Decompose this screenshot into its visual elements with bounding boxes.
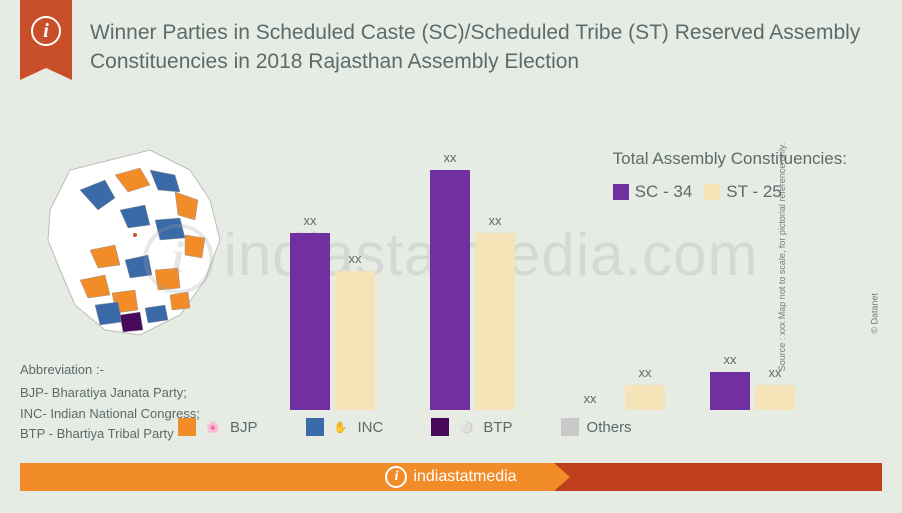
legend-btp: ⚪ BTP: [431, 418, 512, 436]
abbreviations-title: Abbreviation :-: [20, 360, 200, 381]
sc-bar-value: xx: [584, 391, 597, 406]
legend-label: Others: [587, 419, 632, 436]
inc-hand-icon: ✋: [332, 418, 350, 436]
sc-bar: xx: [290, 233, 330, 410]
legend-label: BTP: [483, 419, 512, 436]
footer-brand: i indiastatmedia: [385, 466, 516, 488]
chart-title: Winner Parties in Scheduled Caste (SC)/S…: [90, 18, 872, 77]
st-bar: xx: [625, 385, 665, 410]
sc-color-swatch: [613, 184, 629, 200]
btp-icon: ⚪: [457, 418, 475, 436]
bjp-color-swatch: [178, 418, 196, 436]
st-total-label: ST - 25: [726, 178, 781, 205]
legend-inc: ✋ INC: [306, 418, 384, 436]
st-bar: xx: [755, 385, 795, 410]
st-color-swatch: [704, 184, 720, 200]
sc-bar: xx: [430, 170, 470, 410]
info-icon: i: [31, 16, 61, 46]
legend-bjp: 🌸 BJP: [178, 418, 258, 436]
sc-bar-value: xx: [724, 352, 737, 367]
footer-arrow-shape: [554, 463, 570, 491]
abbreviation-line: BTP - Bhartiya Tribal Party: [20, 424, 200, 445]
totals-title: Total Assembly Constituencies:: [613, 145, 847, 172]
totals-sc-row: SC - 34 ST - 25: [613, 178, 847, 205]
sc-bar: xx: [710, 372, 750, 410]
legend-label: BJP: [230, 419, 258, 436]
bar-group-others: xxxx: [700, 170, 810, 410]
abbreviation-line: BJP- Bharatiya Janata Party;: [20, 383, 200, 404]
sc-bar-value: xx: [444, 150, 457, 165]
st-bar: xx: [335, 271, 375, 410]
map-svg: [20, 120, 250, 350]
sc-total-label: SC - 34: [635, 178, 693, 205]
rajasthan-map: [20, 120, 250, 350]
legend-label: INC: [358, 419, 384, 436]
st-bar: xx: [475, 233, 515, 410]
inc-color-swatch: [306, 418, 324, 436]
bjp-lotus-icon: 🌸: [204, 418, 222, 436]
legend-others: Others: [561, 418, 632, 436]
abbreviation-line: INC- Indian National Congress;: [20, 404, 200, 425]
bar-group-bjp: xxxx: [280, 170, 390, 410]
side-copyright-text: © Datanet: [870, 293, 880, 334]
st-bar-value: xx: [349, 251, 362, 266]
side-source-text: Source : xxx Map not to scale, for picto…: [777, 142, 787, 370]
bar-group-btp: xx xx: [570, 170, 680, 410]
footer-bar: i indiastatmedia: [20, 463, 882, 491]
st-bar-value: xx: [489, 213, 502, 228]
footer-brand-text: indiastatmedia: [413, 468, 516, 486]
party-legend: 🌸 BJP ✋ INC ⚪ BTP Others: [178, 418, 862, 436]
header-ribbon: i: [20, 0, 72, 68]
btp-color-swatch: [431, 418, 449, 436]
totals-block: Total Assembly Constituencies: SC - 34 S…: [613, 145, 847, 205]
others-color-swatch: [561, 418, 579, 436]
abbreviations-block: Abbreviation :- BJP- Bharatiya Janata Pa…: [20, 360, 200, 445]
st-bar-value: xx: [639, 365, 652, 380]
footer-info-icon: i: [385, 466, 407, 488]
bar-group-inc: xxxx: [420, 170, 530, 410]
sc-bar-value: xx: [304, 213, 317, 228]
